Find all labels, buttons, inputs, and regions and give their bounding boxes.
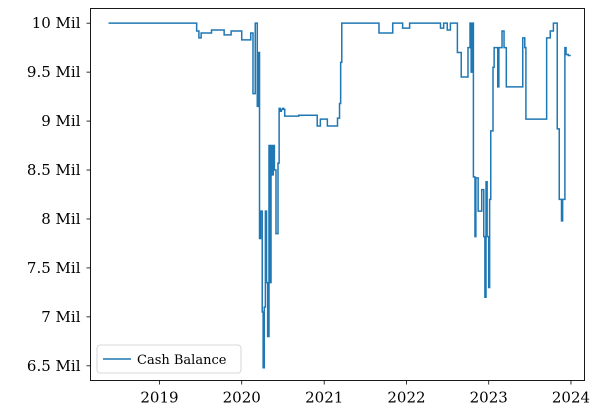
cash-balance-line (108, 22, 571, 369)
y-tick-label: 8.5 Mil (27, 161, 81, 179)
x-tick-label: 2024 (552, 389, 590, 407)
series-layer (108, 22, 571, 369)
y-tick-label: 6.5 Mil (27, 357, 81, 375)
y-tick-label: 9 Mil (41, 112, 80, 130)
y-axis: 6.5 Mil 7 Mil 7.5 Mil 8 Mil 8.5 Mil 9 Mil 9.5 … (27, 14, 91, 375)
plot-frame (90, 8, 585, 381)
x-tick-label: 2019 (140, 389, 178, 407)
y-tick-label: 7 Mil (41, 308, 80, 326)
y-tick-label: 10 Mil (32, 14, 81, 32)
legend-label: Cash Balance (137, 353, 227, 368)
x-tick-label: 2022 (387, 389, 425, 407)
y-tick-label: 9.5 Mil (27, 63, 81, 81)
x-tick-label: 2020 (223, 389, 261, 407)
x-axis: 2019 2020 2021 2022 2023 2024 (140, 380, 590, 407)
legend: Cash Balance (96, 344, 242, 374)
x-tick-label: 2021 (305, 389, 343, 407)
x-tick-label: 2023 (470, 389, 508, 407)
legend-box (96, 344, 242, 374)
y-tick-label: 8 Mil (41, 210, 80, 228)
y-tick-label: 7.5 Mil (27, 259, 81, 277)
